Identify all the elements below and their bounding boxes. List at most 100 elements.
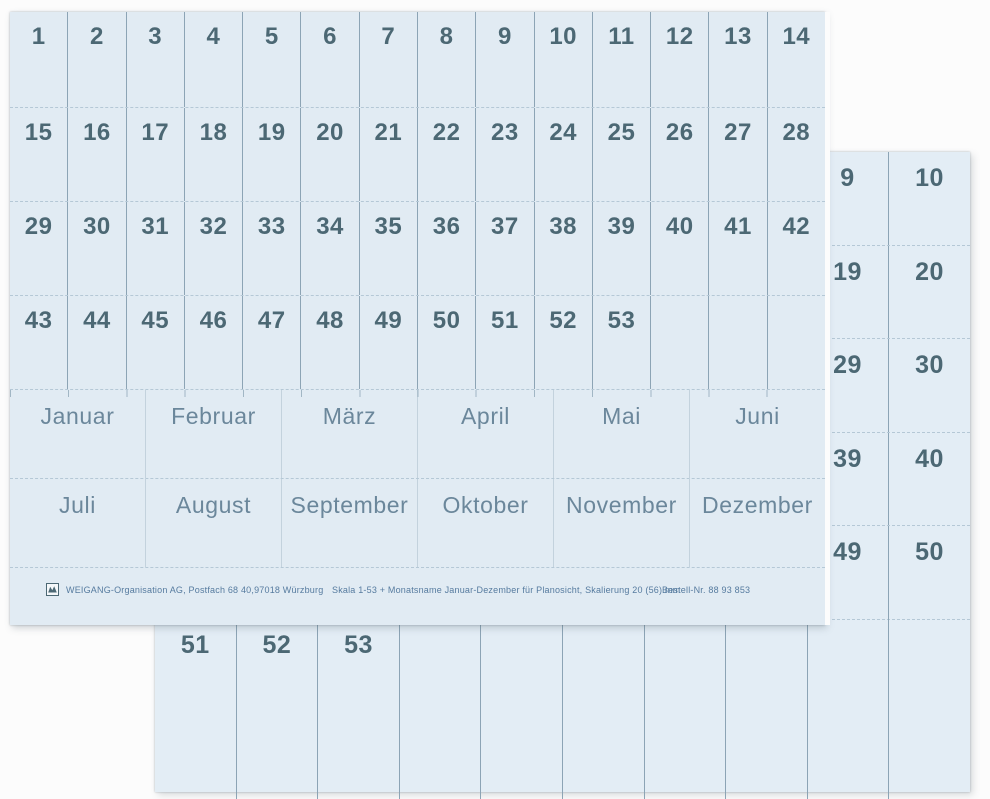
month-row: Januar Februar März April Mai Juni	[10, 390, 825, 479]
month-cell: Mai	[554, 390, 690, 478]
week-number-cell: 41	[709, 202, 768, 295]
week-number-cell: 52	[237, 619, 319, 799]
week-number-cell: 1	[10, 12, 69, 107]
week-number-cell: 18	[185, 108, 244, 201]
cell-label: 16	[83, 119, 111, 146]
cell-label: 13	[724, 23, 752, 50]
front-label-sheet: 1 2 3 4 5 6 7 8 9 10 11 12 13 14 15 16 17 18 19 20 21 22 23 24 2…	[10, 12, 825, 625]
month-name-grid: Januar Februar März April Mai Juni Juli August S…	[10, 390, 825, 568]
week-number-cell: 9	[476, 12, 535, 107]
week-number-cell: 36	[418, 202, 477, 295]
cell-label: 12	[665, 23, 694, 50]
cell-label: Februar	[171, 403, 256, 429]
week-number-cell: 44	[68, 296, 127, 389]
cell-label: 25	[607, 119, 636, 146]
cell-label: 46	[199, 307, 228, 334]
week-number-cell: 4	[185, 12, 244, 107]
cell-label: März	[322, 403, 377, 429]
week-number-cell: 53	[593, 296, 652, 389]
cell-label: 52	[549, 307, 578, 334]
cell-label: 10	[549, 23, 578, 50]
cell-label: 40	[915, 444, 944, 473]
cell-label: 42	[782, 213, 811, 240]
cell-label: 48	[316, 307, 344, 334]
week-number-cell: 50	[889, 526, 970, 619]
weigang-logo-icon	[46, 583, 59, 596]
cell-label: 11	[608, 23, 635, 50]
cell-label: 34	[316, 213, 344, 240]
back-sheet-bottom-row: 51 52 53	[155, 619, 970, 799]
blank-cell	[651, 296, 710, 389]
week-number-row: 43 44 45 46 47 48 49 50 51 52 53	[10, 296, 825, 390]
cell-label: 37	[491, 213, 519, 240]
blank-cell	[481, 619, 563, 799]
cell-label: Juli	[59, 492, 96, 518]
week-number-cell: 34	[301, 202, 360, 295]
cell-label: Januar	[40, 403, 115, 429]
week-number-cell: 40	[889, 433, 970, 526]
week-number-cell: 2	[68, 12, 127, 107]
footer-company-text: WEIGANG-Organisation AG, Postfach 68 40,…	[66, 585, 324, 595]
week-number-cell: 30	[68, 202, 127, 295]
week-number-cell: 39	[593, 202, 652, 295]
blank-cell	[709, 296, 768, 389]
cell-label: 32	[199, 213, 228, 240]
week-number-cell: 52	[535, 296, 593, 389]
month-cell: März	[282, 390, 418, 478]
blank-cell	[768, 296, 825, 389]
week-number-row: 29 30	[807, 339, 970, 433]
blank-cell	[563, 619, 645, 799]
cell-label: 53	[607, 307, 636, 334]
cell-label: 9	[840, 164, 855, 192]
week-number-cell: 31	[127, 202, 185, 295]
footer-description-text: Skala 1-53 + Monatsname Januar-Dezember …	[332, 585, 681, 595]
week-number-cell: 6	[301, 12, 360, 107]
cell-label: 10	[915, 164, 944, 192]
week-number-cell: 38	[535, 202, 593, 295]
week-number-row: 9 10	[807, 152, 970, 246]
week-number-cell: 17	[127, 108, 185, 201]
week-number-cell: 43	[10, 296, 69, 389]
cell-label: 30	[915, 351, 944, 379]
week-number-row: 1 2 3 4 5 6 7 8 9 10 11 12 13 14	[10, 12, 825, 108]
blank-cell	[889, 619, 970, 799]
month-cell: Oktober	[418, 479, 554, 567]
week-number-row: 15 16 17 18 19 20 21 22 23 24 25 26 27 28	[10, 108, 825, 202]
cell-label: Mai	[602, 403, 641, 429]
blank-cell	[808, 619, 890, 799]
week-number-cell: 49	[360, 296, 418, 389]
week-number-cell: 10	[889, 152, 970, 245]
week-number-cell: 40	[651, 202, 710, 295]
week-number-row: 39 40	[807, 432, 970, 526]
week-number-cell: 28	[768, 108, 825, 201]
cell-label: 52	[262, 631, 292, 659]
week-number-cell: 50	[418, 296, 477, 389]
week-number-cell: 11	[593, 12, 652, 107]
cell-label: April	[460, 403, 510, 429]
week-number-cell: 9	[807, 152, 889, 245]
month-cell: August	[146, 479, 282, 567]
week-number-cell: 20	[301, 108, 360, 201]
cell-label: 44	[83, 307, 111, 334]
month-cell: April	[418, 390, 554, 478]
cell-label: 31	[141, 213, 170, 240]
cell-label: 2	[89, 23, 104, 50]
cell-label: Oktober	[442, 492, 529, 518]
week-number-cell: 5	[243, 12, 302, 107]
week-number-cell: 29	[807, 339, 889, 432]
week-number-cell: 47	[243, 296, 302, 389]
cell-label: 50	[915, 538, 944, 566]
cell-label: 19	[257, 119, 286, 146]
cell-label: 51	[180, 631, 210, 659]
cell-label: 39	[833, 444, 862, 473]
week-number-cell: 51	[155, 619, 237, 799]
week-number-cell: 23	[476, 108, 535, 201]
month-row: Juli August September Oktober November Dezemb…	[10, 479, 825, 568]
week-number-cell: 15	[10, 108, 69, 201]
blank-cell	[400, 619, 482, 799]
cell-label: 5	[264, 23, 279, 50]
cell-label: 33	[257, 213, 286, 240]
cell-label: 8	[439, 23, 454, 50]
cell-label: 28	[782, 119, 811, 146]
cell-label: 45	[141, 307, 170, 334]
